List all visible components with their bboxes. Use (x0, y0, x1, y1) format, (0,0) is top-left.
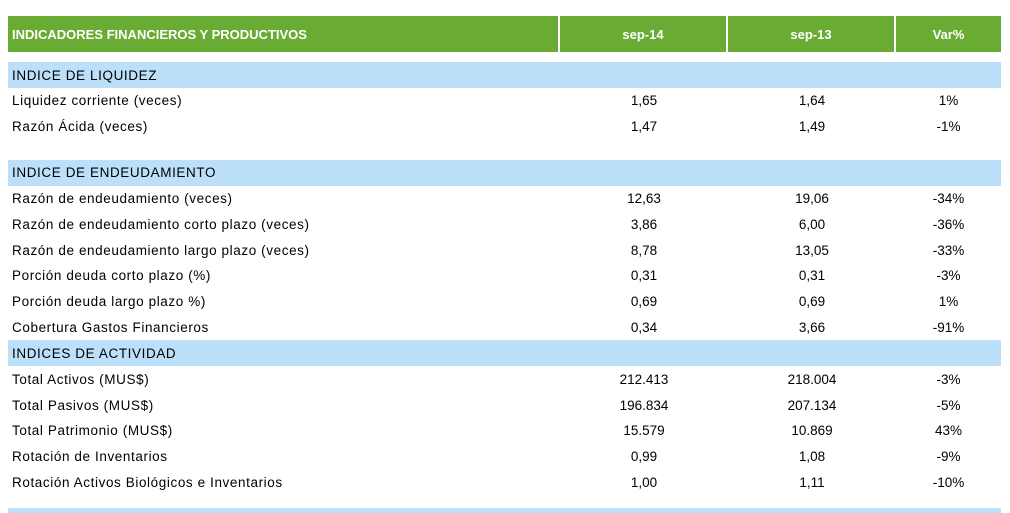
header-var: Var% (932, 26, 965, 42)
row-label: Razón de endeudamiento (veces) (12, 190, 233, 206)
table-row: Liquidez corriente (veces) 1,65 1,64 1% (8, 88, 1001, 114)
row-value-var: 1% (938, 93, 959, 109)
row-value-sep-14: 1,65 (630, 93, 658, 109)
row-value-sep-14: 1,47 (630, 119, 658, 135)
row-label: Razón de endeudamiento corto plazo (vece… (12, 216, 310, 232)
row-value-sep-14: 212.413 (619, 371, 669, 387)
row-label: Razón Ácida (veces) (12, 119, 148, 135)
row-value-sep-14: 0,31 (630, 268, 658, 284)
row-value-var: -10% (932, 474, 965, 490)
row-value-sep-13: 218.004 (787, 371, 837, 387)
table-row: Total Activos (MUS$) 212.413 218.004 -3% (8, 366, 1001, 392)
table-row: Rotación de Inventarios 0,99 1,08 -9% (8, 444, 1001, 470)
row-label: Rotación de Inventarios (12, 449, 168, 465)
table-row: Total Patrimonio (MUS$) 15.579 10.869 43… (8, 418, 1001, 444)
row-value-sep-14: 0,69 (630, 294, 658, 310)
header-title: INDICADORES FINANCIEROS Y PRODUCTIVOS (8, 16, 560, 52)
row-label: Total Activos (MUS$) (12, 371, 150, 387)
row-value-sep-14: 196.834 (619, 397, 669, 413)
row-value-sep-13: 1,64 (798, 93, 826, 109)
row-value-sep-14: 0,34 (630, 319, 658, 335)
section-header-liquidez: INDICE DE LIQUIDEZ (8, 62, 1001, 88)
row-value-var: -36% (932, 216, 965, 232)
row-value-sep-13: 207.134 (787, 397, 837, 413)
row-label: Rotación Activos Biológicos e Inventario… (12, 474, 283, 490)
row-value-var: -9% (936, 449, 961, 465)
section-title: INDICES DE ACTIVIDAD (12, 345, 177, 361)
row-label: Total Patrimonio (MUS$) (12, 423, 173, 439)
row-value-sep-14: 12,63 (627, 190, 661, 206)
row-label: Cobertura Gastos Financieros (12, 319, 209, 335)
table-row: Razón de endeudamiento largo plazo (vece… (8, 237, 1001, 263)
table-row: Razón de endeudamiento corto plazo (vece… (8, 211, 1001, 237)
row-value-sep-13: 3,66 (798, 319, 826, 335)
header-sep-13: sep-13 (728, 16, 896, 52)
table-row: Rotación Activos Biológicos e Inventario… (8, 470, 1001, 496)
row-value-var: -5% (936, 397, 961, 413)
section-title: INDICE DE ENDEUDAMIENTO (12, 165, 217, 181)
section-header-endeudamiento: INDICE DE ENDEUDAMIENTO (8, 159, 1001, 186)
financial-indicators-table: INDICADORES FINANCIEROS Y PRODUCTIVOS se… (8, 16, 1001, 495)
row-label: Total Pasivos (MUS$) (12, 397, 154, 413)
row-label: Liquidez corriente (veces) (12, 93, 183, 109)
row-value-sep-13: 1,11 (799, 474, 825, 490)
row-value-var: -34% (932, 190, 965, 206)
row-value-var: -91% (932, 319, 965, 335)
row-value-sep-13: 0,69 (798, 294, 826, 310)
row-label: Porción deuda largo plazo %) (12, 294, 206, 310)
table-header: INDICADORES FINANCIEROS Y PRODUCTIVOS se… (8, 16, 1001, 52)
row-value-sep-13: 1,08 (798, 449, 826, 465)
next-section-header-band (8, 508, 1001, 513)
row-value-sep-13: 19,06 (795, 190, 829, 206)
row-value-sep-13: 1,49 (798, 119, 826, 135)
table-row: Cobertura Gastos Financieros 0,34 3,66 -… (8, 315, 1001, 341)
spacer (8, 52, 1001, 62)
row-value-var: -3% (936, 371, 961, 387)
row-value-sep-13: 6,00 (798, 216, 826, 232)
table-row: Total Pasivos (MUS$) 196.834 207.134 -5% (8, 392, 1001, 418)
row-value-sep-14: 0,99 (630, 449, 658, 465)
table-row: Razón Ácida (veces) 1,47 1,49 -1% (8, 114, 1001, 140)
table-row: Porción deuda corto plazo (%) 0,31 0,31 … (8, 263, 1001, 289)
section-title: INDICE DE LIQUIDEZ (12, 67, 158, 83)
row-label: Porción deuda corto plazo (%) (12, 268, 211, 284)
row-value-sep-14: 8,78 (630, 242, 658, 258)
row-value-sep-13: 10.869 (791, 423, 833, 439)
row-value-var: -1% (936, 119, 961, 135)
row-value-sep-13: 0,31 (798, 268, 826, 284)
row-value-sep-14: 15.579 (623, 423, 665, 439)
spacer (8, 140, 1001, 160)
table-row: Razón de endeudamiento (veces) 12,63 19,… (8, 186, 1001, 212)
row-value-var: 1% (938, 294, 959, 310)
table-row: Porción deuda largo plazo %) 0,69 0,69 1… (8, 289, 1001, 315)
row-value-var: -3% (936, 268, 961, 284)
row-value-sep-13: 13,05 (795, 242, 829, 258)
row-value-var: -33% (932, 242, 965, 258)
section-header-actividad: INDICES DE ACTIVIDAD (8, 340, 1001, 367)
row-label: Razón de endeudamiento largo plazo (vece… (12, 242, 310, 258)
row-value-sep-14: 1,00 (630, 474, 658, 490)
header-sep-14: sep-14 (560, 16, 728, 52)
row-value-sep-14: 3,86 (630, 216, 658, 232)
row-value-var: 43% (934, 423, 963, 439)
